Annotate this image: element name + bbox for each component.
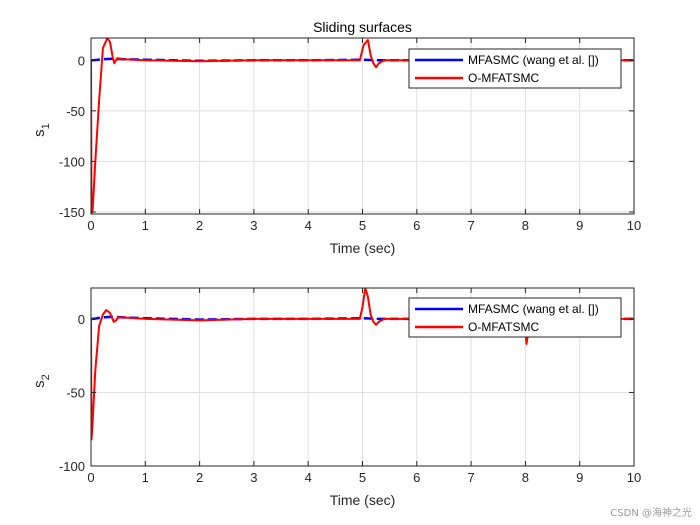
y-tick-label: -100	[59, 459, 85, 474]
x-tick-label: 1	[142, 218, 149, 233]
legend-box	[408, 48, 622, 89]
x-tick-label: 5	[359, 218, 366, 233]
x-tick-label: 1	[142, 470, 149, 485]
y-axis-label-subscript: 1	[40, 123, 52, 129]
legend-entry-1: MFASMC (wang et al. [])	[468, 302, 599, 316]
legend: MFASMC (wang et al. []) O-MFATSMC	[408, 297, 622, 338]
x-axis-label: Time (sec)	[330, 240, 396, 256]
legend-box	[408, 297, 622, 338]
x-tick-label: 2	[196, 470, 203, 485]
x-tick-label: 10	[627, 470, 641, 485]
legend: MFASMC (wang et al. []) O-MFATSMC	[408, 48, 622, 89]
y-tick-label: -150	[59, 205, 85, 220]
x-tick-label: 6	[413, 470, 420, 485]
x-tick-label: 3	[250, 218, 257, 233]
x-tick-label: 2	[196, 218, 203, 233]
x-tick-label: 0	[87, 470, 94, 485]
x-axis-label: Time (sec)	[330, 492, 396, 508]
x-tick-label: 4	[305, 218, 312, 233]
legend-entry-2: O-MFATSMC	[468, 320, 539, 334]
y-tick-label: 0	[78, 53, 85, 68]
x-tick-label: 6	[413, 218, 420, 233]
x-tick-label: 9	[576, 218, 583, 233]
plot-2: 0 1 2 3 4 5 6 7 8 9 10 0 -50 -100 Time (sec) s2 MFASMC (…	[31, 287, 641, 508]
series-line-2	[91, 38, 634, 214]
chart-title: Sliding surfaces	[313, 19, 412, 35]
y-tick-label: 0	[78, 312, 85, 327]
x-tick-label: 4	[305, 470, 312, 485]
legend-entry-2: O-MFATSMC	[468, 71, 539, 85]
x-tick-label: 9	[576, 470, 583, 485]
watermark: CSDN @海神之光	[610, 508, 692, 519]
x-tick-label: 0	[87, 218, 94, 233]
x-tick-label: 3	[250, 470, 257, 485]
x-tick-label: 5	[359, 470, 366, 485]
x-tick-label: 10	[627, 218, 641, 233]
x-tick-label: 7	[467, 470, 474, 485]
x-tick-label: 8	[522, 470, 529, 485]
x-tick-label: 8	[522, 218, 529, 233]
legend-entry-1: MFASMC (wang et al. [])	[468, 53, 599, 67]
y-axis-label-subscript: 2	[40, 374, 52, 380]
y-tick-label: -50	[66, 385, 85, 400]
y-tick-label: -100	[59, 154, 85, 169]
x-tick-label: 7	[467, 218, 474, 233]
y-axis-label: s2	[31, 374, 52, 388]
y-axis-label: s1	[31, 123, 52, 137]
plot-1: 0 1 2 3 4 5 6 7 8 9 10 0 -50 -100 -150 Time (sec) s1 Slid…	[31, 19, 641, 256]
y-tick-label: -50	[66, 104, 85, 119]
